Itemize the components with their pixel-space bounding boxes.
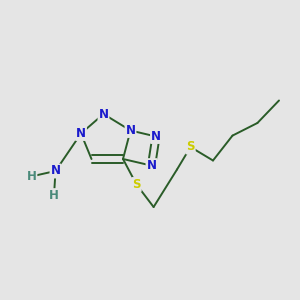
Text: N: N: [98, 107, 109, 121]
Text: N: N: [146, 159, 157, 172]
Text: S: S: [132, 178, 141, 191]
Text: H: H: [49, 189, 59, 202]
Text: S: S: [186, 140, 195, 154]
Text: N: N: [125, 124, 136, 137]
Text: N: N: [151, 130, 161, 143]
Text: H: H: [27, 170, 36, 183]
Text: N: N: [50, 164, 61, 178]
Text: N: N: [76, 127, 86, 140]
